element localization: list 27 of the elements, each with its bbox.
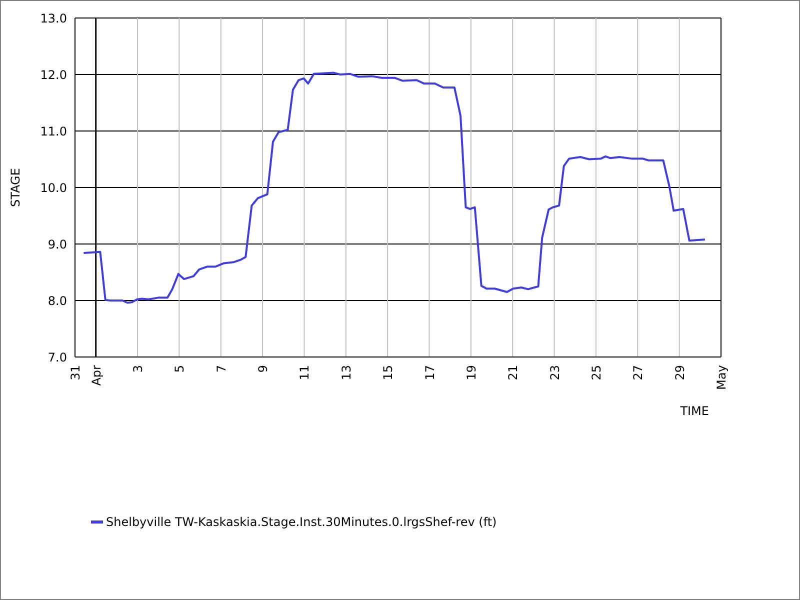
x-tick-label: 3 <box>131 365 146 373</box>
x-tick-label: 9 <box>256 365 270 373</box>
x-tick-label: 15 <box>381 365 396 380</box>
x-tick-label: 23 <box>548 365 562 380</box>
x-tick-label: Apr <box>89 364 104 386</box>
x-tick-label: 27 <box>631 365 646 380</box>
x-tick-label: May <box>714 365 729 390</box>
x-tick-label: 17 <box>422 365 437 380</box>
x-tick-label: 13 <box>339 365 354 380</box>
y-tick-label: 9.0 <box>48 237 67 252</box>
y-tick-label: 10.0 <box>40 180 67 195</box>
y-axis-title: STAGE <box>8 168 22 207</box>
x-tick-label: 5 <box>172 365 187 373</box>
y-tick-label: 11.0 <box>40 124 67 138</box>
x-tick-label: 19 <box>464 365 478 380</box>
x-tick-label: 21 <box>506 365 520 380</box>
y-tick-label: 7.0 <box>48 350 67 364</box>
y-tick-label: 13.0 <box>40 11 67 26</box>
x-tick-label: 25 <box>589 365 604 380</box>
x-tick-label: 31 <box>68 365 83 380</box>
legend-label: Shelbyville TW-Kaskaskia.Stage.Inst.30Minutes.0.lrgsShef-rev (ft) <box>106 515 497 529</box>
x-tick-label: 7 <box>214 365 228 373</box>
x-tick-label: 11 <box>298 365 312 380</box>
x-tick-label: 29 <box>672 365 687 380</box>
x-axis-title: TIME <box>679 404 709 418</box>
y-tick-label: 8.0 <box>48 294 67 308</box>
y-tick-label: 12.0 <box>40 68 67 82</box>
